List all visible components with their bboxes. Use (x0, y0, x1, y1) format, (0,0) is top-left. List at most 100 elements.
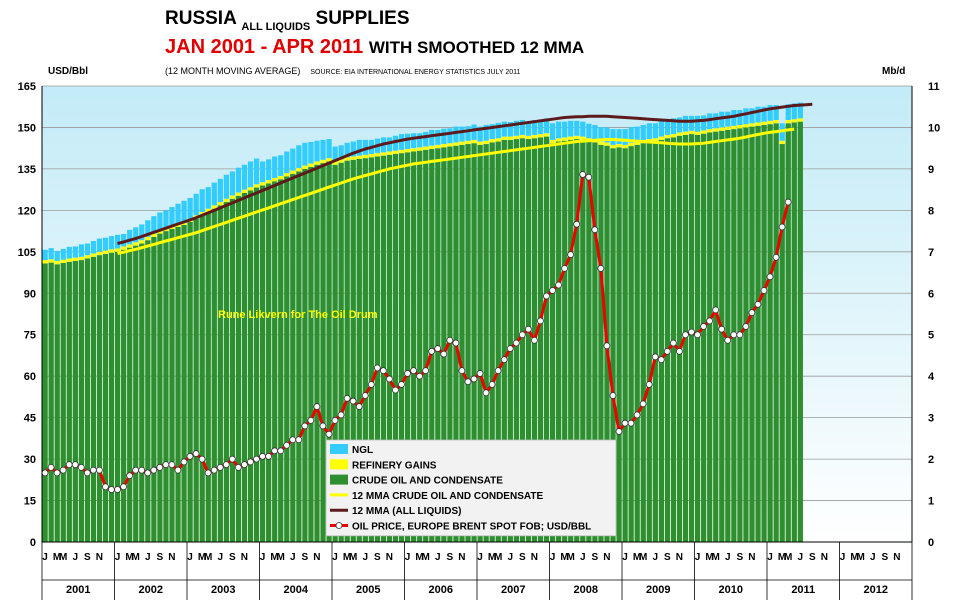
ngl-bar-80 (525, 121, 532, 136)
oil-price-point-52 (355, 403, 363, 410)
year-label-2012: 2012 (864, 584, 888, 596)
right-tick-label-9: 9 (928, 164, 934, 176)
crude-bar-5 (72, 260, 78, 542)
right-axis-title: Mb/d (882, 66, 906, 77)
crude-bar-119 (761, 124, 767, 542)
oil-price-point-49 (337, 411, 345, 419)
crude-bar-32 (235, 195, 242, 542)
oil-price-point-25 (192, 450, 200, 457)
month-tick-label: N (748, 552, 755, 563)
crude-bar-23 (181, 224, 187, 542)
right-tick-label-1: 1 (928, 496, 934, 508)
refinery-bar-2 (54, 260, 60, 265)
crude-bar-95 (616, 147, 622, 542)
refinery-bar-97 (628, 142, 634, 147)
oil-price-point-58 (392, 386, 399, 394)
refinery-bar-33 (241, 189, 248, 193)
crude-bar-117 (749, 126, 755, 542)
left-tick-label-0: 0 (30, 537, 36, 549)
refinery-bar-119 (761, 121, 767, 125)
oil-price-point-89 (579, 171, 587, 178)
ngl-bar-73 (483, 124, 489, 141)
refinery-bar-12 (115, 248, 121, 252)
refinery-bar-62 (417, 147, 423, 151)
oil-price-point-15 (132, 466, 140, 474)
refinery-bar-49 (338, 159, 344, 163)
refinery-bar-1 (48, 259, 54, 263)
month-tick-label: J (580, 552, 586, 563)
chart-subtitle: JAN 2001 - APR 2011 WITH SMOOTHED 12 MMA (165, 36, 585, 58)
oil-price-point-92 (597, 264, 605, 272)
month-tick-label: J (870, 552, 876, 563)
crude-bar-101 (652, 141, 658, 543)
oil-price-point-31 (228, 455, 236, 463)
crude-bar-31 (229, 198, 236, 543)
oil-price-point-107 (688, 328, 695, 336)
oil-price-point-47 (325, 430, 333, 438)
ngl-bar-36 (260, 161, 266, 183)
crude-bar-120 (767, 124, 773, 542)
oil-price-point-48 (331, 416, 339, 424)
month-tick-label: S (809, 552, 816, 563)
month-tick-label: M (198, 552, 206, 563)
right-tick-label-2: 2 (928, 454, 934, 466)
refinery-bar-18 (151, 233, 157, 237)
refinery-bar-80 (525, 135, 532, 140)
oil-price-point-51 (349, 397, 357, 405)
oil-price-point-20 (162, 461, 170, 469)
oil-price-point-122 (778, 223, 786, 231)
oil-price-point-33 (240, 461, 248, 469)
oil-price-point-94 (609, 392, 617, 399)
crude-bar-21 (169, 229, 175, 542)
month-tick-label: N (168, 552, 175, 563)
ngl-bar-79 (519, 119, 526, 135)
oil-price-point-72 (476, 370, 484, 377)
crude-bar-109 (701, 133, 707, 542)
ngl-bar-92 (598, 127, 604, 142)
ngl-bar-32 (235, 167, 242, 193)
refinery-bar-56 (380, 152, 387, 156)
crude-bar-15 (133, 245, 139, 542)
oil-price-point-57 (385, 375, 393, 383)
crude-bar-37 (266, 183, 272, 542)
refinery-bar-58 (392, 150, 399, 154)
refinery-bar-67 (447, 143, 453, 147)
refinery-bar-35 (253, 184, 260, 188)
month-tick-label: J (652, 552, 658, 563)
ngl-bar-59 (398, 134, 405, 150)
year-label-2001: 2001 (66, 584, 90, 596)
refinery-bar-113 (725, 126, 731, 130)
ngl-bar-99 (640, 124, 646, 140)
oil-price-point-2 (53, 469, 61, 477)
crude-bar-79 (519, 138, 526, 542)
crude-bar-40 (284, 176, 290, 542)
ngl-bar-43 (302, 142, 308, 166)
month-tick-label: M (421, 552, 429, 563)
ngl-bar-33 (241, 164, 248, 190)
right-tick-label-4: 4 (928, 371, 935, 383)
ngl-bar-78 (513, 120, 519, 136)
refinery-bar-45 (314, 161, 320, 165)
ngl-bar-21 (169, 207, 175, 226)
refinery-bar-31 (229, 195, 236, 199)
refinery-bar-63 (423, 146, 429, 150)
month-tick-label: N (241, 552, 248, 563)
ngl-bar-11 (108, 236, 115, 250)
crude-bar-77 (507, 139, 513, 542)
left-tick-label-2: 30 (24, 454, 36, 466)
month-tick-label: J (622, 552, 628, 563)
refinery-bar-112 (719, 127, 725, 131)
crude-bar-58 (392, 153, 399, 542)
month-tick-label: M (850, 552, 858, 563)
month-tick-label: M (784, 552, 792, 563)
refinery-bar-38 (272, 178, 278, 182)
oil-price-point-112 (718, 325, 726, 333)
crude-bar-17 (145, 240, 151, 542)
crude-bar-123 (785, 123, 791, 543)
refinery-bar-41 (290, 170, 296, 174)
ngl-bar-45 (314, 140, 320, 162)
oil-price-point-19 (156, 463, 164, 471)
refinery-bar-73 (483, 140, 489, 145)
oil-price-point-34 (247, 458, 254, 466)
ngl-bar-12 (115, 234, 121, 249)
